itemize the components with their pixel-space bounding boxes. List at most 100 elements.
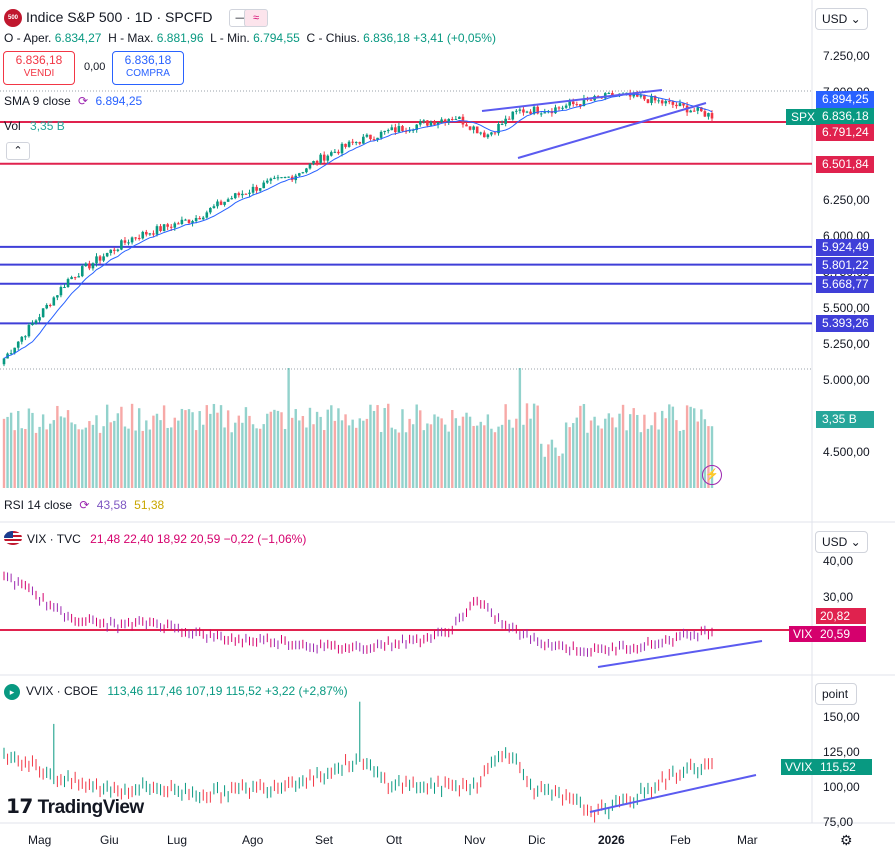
candle-body — [660, 100, 664, 104]
volume-bar — [41, 414, 45, 488]
volume-bar — [6, 416, 9, 488]
volume-bar — [2, 418, 6, 488]
vol-label: Vol — [4, 119, 21, 133]
volume-bar — [120, 406, 123, 488]
volume-bar — [589, 420, 593, 488]
volume-bar — [536, 405, 539, 488]
sma-legend[interactable]: SMA 9 close ⟳ 6.894,25 — [4, 94, 142, 108]
volume-bar — [49, 423, 52, 488]
vix-currency-selector[interactable]: USD ⌄ — [815, 531, 868, 553]
candle-body — [418, 121, 422, 125]
volume-bar — [9, 412, 13, 488]
price-tag-last: 6.836,18 — [816, 108, 874, 125]
candle-body — [557, 107, 561, 109]
volume-bar — [63, 417, 66, 488]
volume-bar — [38, 426, 41, 488]
symbol-title[interactable]: Indice S&P 500 · 1D · SPCFD — [26, 9, 213, 25]
volume-bar — [668, 404, 671, 488]
volume-bar — [358, 418, 361, 488]
volume-bar — [643, 414, 646, 488]
candle-body — [120, 240, 123, 250]
volume-bar — [650, 425, 653, 488]
vvix-unit-selector[interactable]: point — [815, 683, 858, 705]
candle-body — [589, 99, 593, 101]
gear-icon[interactable]: ⚙ — [840, 832, 853, 848]
compare-icon[interactable]: ≈ — [244, 9, 268, 27]
volume-bar — [152, 415, 155, 488]
volume-bar — [137, 408, 141, 488]
volume-bar — [408, 418, 411, 488]
candle-body — [554, 107, 557, 114]
candle-body — [112, 249, 116, 251]
buy-button[interactable]: 6.836,18 COMPRA — [112, 51, 184, 85]
candle-body — [258, 188, 262, 191]
volume-bar — [561, 453, 564, 488]
volume-bar — [657, 429, 660, 488]
candle-body — [98, 256, 102, 261]
buy-price: 6.836,18 — [124, 53, 172, 67]
time-tick: Dic — [528, 833, 546, 847]
candle-body — [440, 119, 443, 123]
price-tick: 5.000,00 — [823, 373, 870, 387]
candle-body — [568, 101, 571, 106]
change-value: +3,41 (+0,05%) — [413, 31, 496, 45]
volume-bar — [600, 428, 603, 488]
candle-body — [362, 136, 365, 144]
candle-body — [262, 182, 266, 189]
volume-bar — [305, 427, 308, 488]
vix-currency-label: USD — [822, 535, 848, 549]
vix-legend[interactable]: VIX · TVC 21,48 22,40 18,92 20,59 −0,22 … — [27, 532, 306, 546]
time-tick: Ott — [386, 833, 403, 847]
volume-bar — [198, 411, 201, 488]
volume-bar — [20, 428, 23, 488]
volume-bar — [493, 432, 497, 488]
volume-bar — [547, 444, 550, 488]
chevron-up-icon[interactable]: ⌃ — [6, 142, 30, 160]
volume-bar — [234, 422, 237, 488]
candle-body — [390, 127, 394, 131]
candle-body — [173, 223, 177, 228]
candle-body — [682, 103, 685, 106]
vvix-legend[interactable]: VVIX · CBOE 113,46 117,46 107,19 115,52 … — [26, 684, 348, 698]
vix-values: 21,48 22,40 18,92 20,59 −0,22 (−1,06%) — [90, 532, 307, 546]
volume-bar — [145, 420, 148, 488]
candle-body — [301, 172, 305, 174]
volume-bar — [148, 429, 152, 488]
volume-legend[interactable]: Vol 3,35 B — [4, 119, 65, 133]
refresh-icon[interactable]: ⟳ — [78, 94, 89, 108]
volume-bar — [621, 404, 625, 488]
candle-body — [344, 143, 347, 147]
candle-body — [525, 111, 529, 113]
refresh-icon[interactable]: ⟳ — [79, 498, 90, 512]
volume-bar — [472, 425, 475, 488]
candle-body — [73, 277, 77, 279]
volume-bar — [301, 416, 305, 488]
candle-body — [383, 130, 386, 132]
high-value: 6.881,96 — [156, 31, 204, 45]
candle-body — [522, 109, 525, 113]
lightning-icon[interactable]: ⚡ — [702, 465, 722, 485]
volume-bar — [586, 432, 589, 488]
candle-body — [276, 177, 280, 179]
volume-bar — [173, 417, 176, 488]
volume-bar — [454, 418, 458, 488]
candle-body — [216, 201, 219, 207]
candle-body — [497, 124, 500, 134]
volume-bar — [379, 431, 383, 488]
candle-body — [194, 218, 198, 222]
rsi-legend[interactable]: RSI 14 close ⟳ 43,58 51,38 — [4, 498, 164, 512]
volume-bar — [504, 404, 507, 488]
candle-body — [134, 237, 137, 239]
volume-bar — [628, 414, 632, 488]
watermark-text: TradingView — [37, 797, 145, 818]
volume-bar — [170, 427, 173, 488]
sell-button[interactable]: 6.836,18 VENDI — [3, 51, 75, 85]
candle-body — [447, 119, 451, 123]
candle-body — [13, 347, 16, 354]
currency-selector[interactable]: USD ⌄ — [815, 8, 868, 30]
vvix-last-tag: 115,52 — [816, 759, 872, 775]
volume-bar — [251, 424, 255, 488]
candle-body — [48, 304, 52, 306]
sma-value: 6.894,25 — [95, 94, 143, 108]
